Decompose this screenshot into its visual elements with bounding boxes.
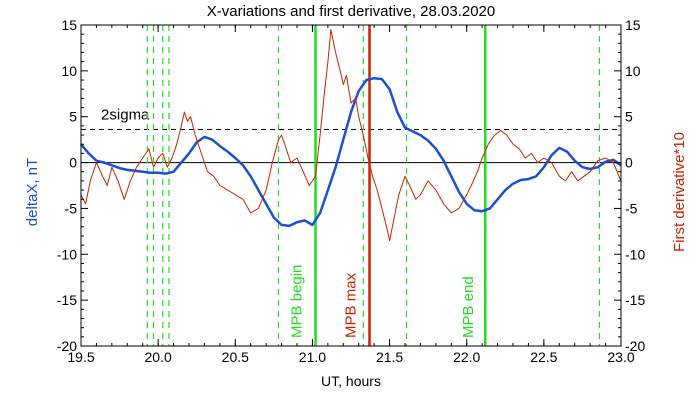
- series-line-deltax: [80, 76, 622, 228]
- plot-area: 2sigma MPB begin MPB max MPB end: [80, 25, 622, 346]
- x-tick-label: 21.5: [376, 349, 403, 365]
- y-tick-label-left: -15: [57, 292, 77, 308]
- x-tick-label: 23.0: [607, 349, 634, 365]
- event-annotation-3: MPB end: [460, 276, 477, 338]
- x-tick-label: 22.0: [453, 349, 480, 365]
- x-tick-label: 22.5: [530, 349, 557, 365]
- event-annotation-2: MPB max: [343, 272, 360, 338]
- y-tick-label-right: 5: [625, 109, 633, 125]
- y-tick-label-right: 0: [625, 155, 633, 171]
- axes: 19.5 20.0 20.5 21.0 21.5 22.0 22.5 23.0-20 -20-1…: [57, 17, 646, 365]
- event-annotation-1: MPB begin: [289, 265, 306, 338]
- y-tick-label-left: 0: [69, 155, 77, 171]
- x-tick-label: 21.0: [299, 349, 326, 365]
- y-tick-label-left: -5: [65, 200, 78, 216]
- y-axis-label-right: First derivative*10: [671, 132, 688, 252]
- y-tick-label-right: 10: [625, 63, 641, 79]
- series-line-derivative: [80, 29, 622, 241]
- y-tick-label-right: 15: [625, 17, 641, 33]
- chart-title: X-variations and first derivative, 28.03…: [207, 3, 496, 20]
- y-tick-label-left: -20: [57, 338, 77, 354]
- x-axis-label: UT, hours: [321, 373, 381, 389]
- y-tick-label-left: -10: [57, 246, 77, 262]
- y-tick-label-right: -20: [625, 338, 645, 354]
- x-tick-label: 20.0: [145, 349, 172, 365]
- threshold-label: 2sigma: [101, 107, 150, 124]
- plot-frame: [80, 24, 622, 347]
- y-tick-label-left: 10: [61, 63, 77, 79]
- x-tick-label: 19.5: [67, 349, 94, 365]
- y-tick-label-left: 15: [61, 17, 77, 33]
- y-tick-label-right: -5: [625, 200, 638, 216]
- y-tick-label-left: 5: [69, 109, 77, 125]
- y-tick-label-right: -15: [625, 292, 645, 308]
- y-tick-label-right: -10: [625, 246, 645, 262]
- y-axis-label-left: deltaX, nT: [24, 158, 41, 226]
- x-tick-label: 20.5: [222, 349, 249, 365]
